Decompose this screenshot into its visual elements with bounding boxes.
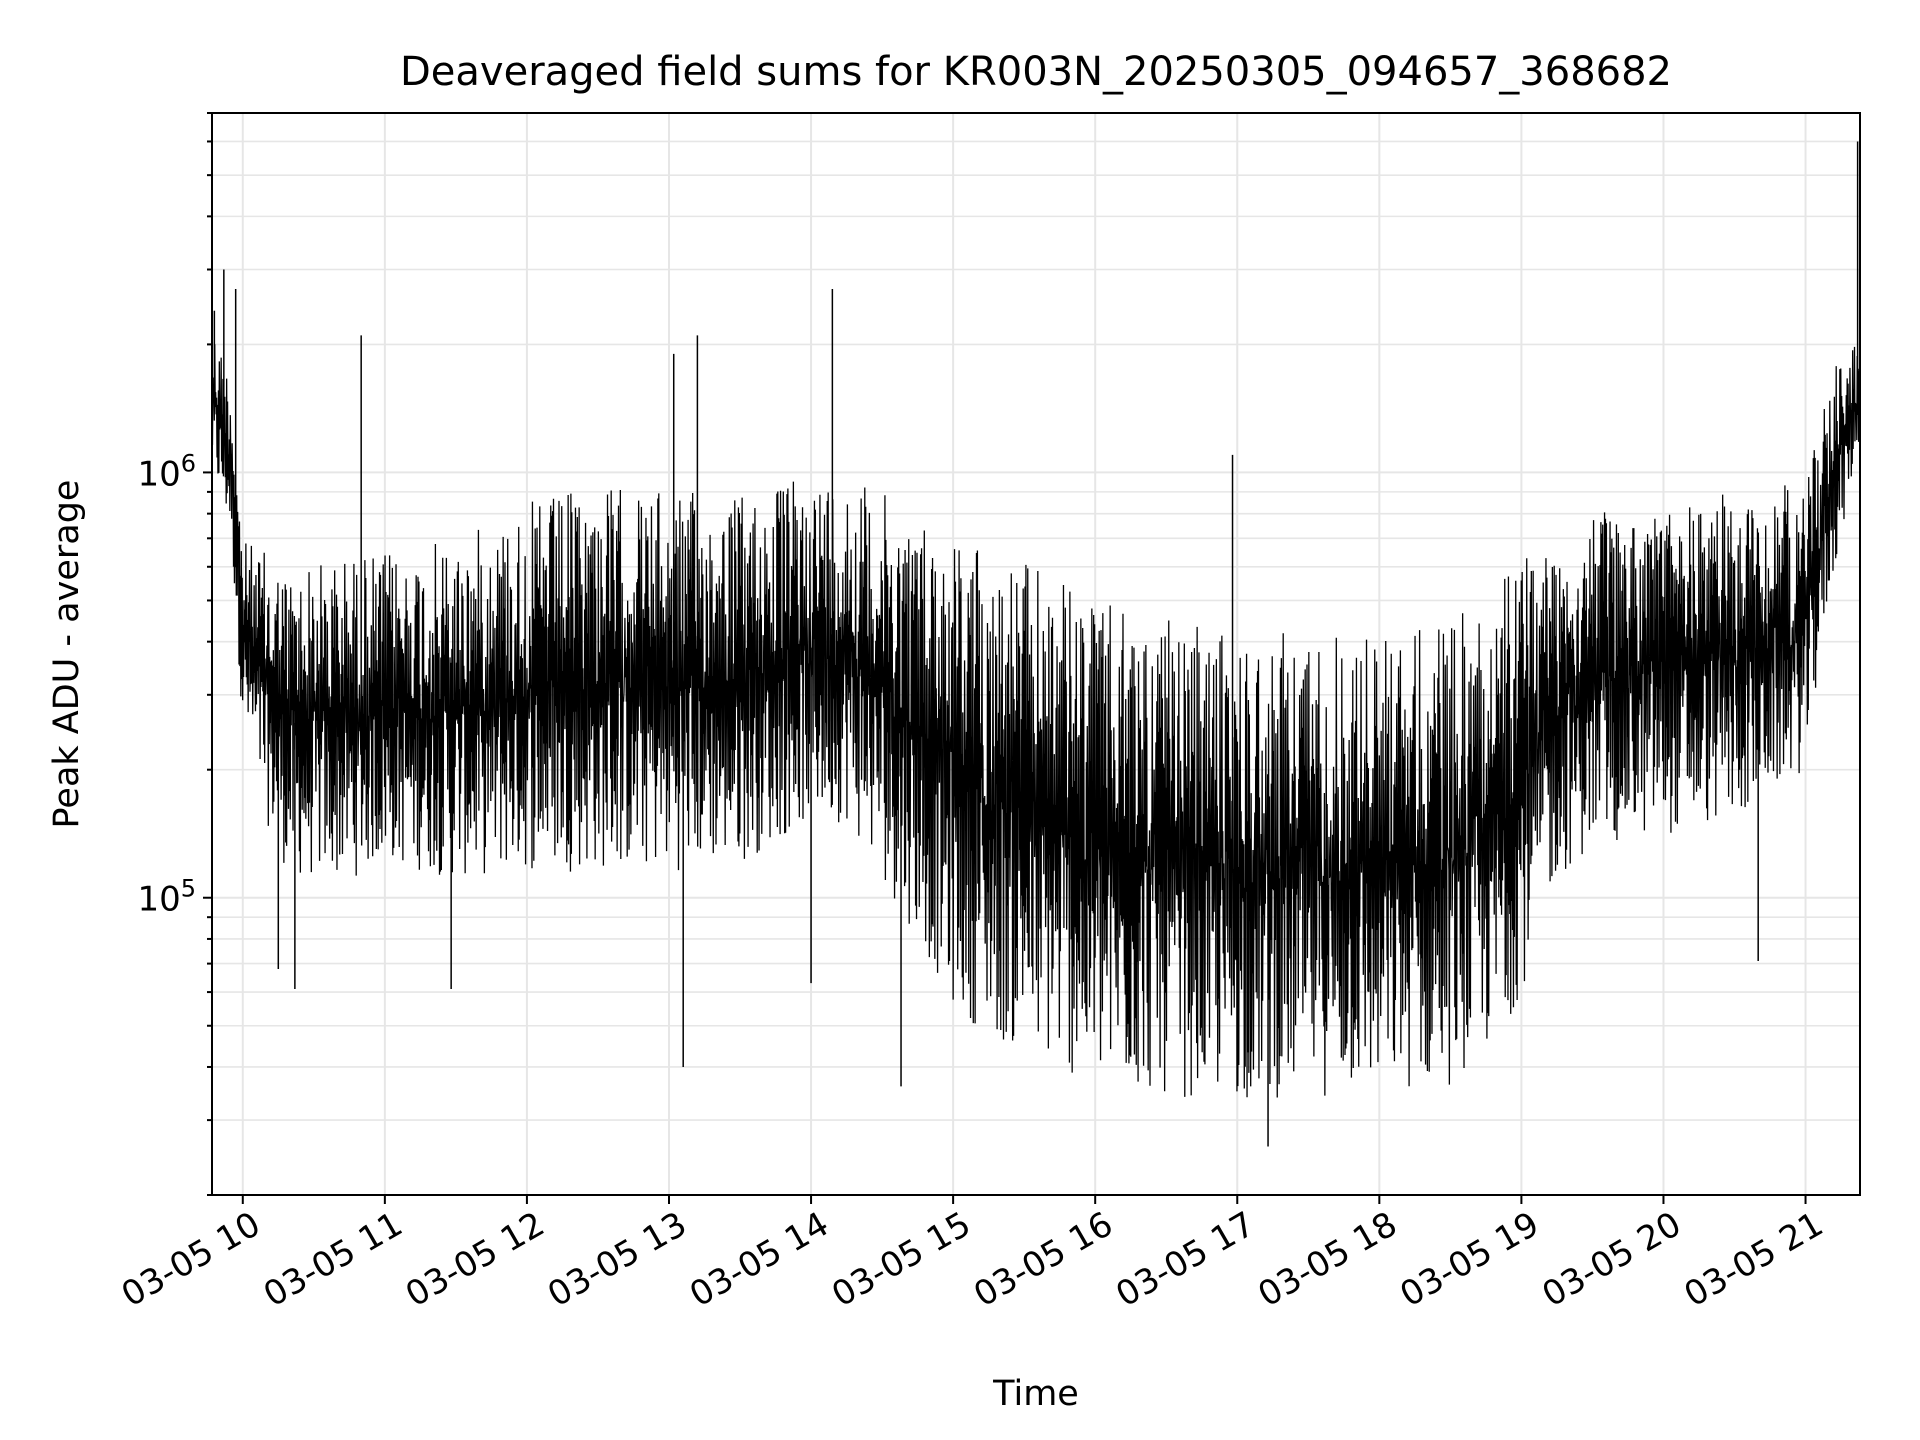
- series-line: [211, 344, 1861, 1098]
- y-tick-label: 106: [137, 449, 196, 494]
- data-series: [211, 141, 1861, 1147]
- plot-frame: [211, 112, 1861, 1196]
- x-axis-label: Time: [992, 1374, 1079, 1414]
- y-tick-label: 105: [137, 875, 196, 920]
- y-axis: 105 106: [137, 112, 212, 1196]
- y-axis-label: Peak ADU - average: [47, 480, 87, 829]
- chart-title: Deaveraged field sums for KR003N_2025030…: [400, 49, 1672, 95]
